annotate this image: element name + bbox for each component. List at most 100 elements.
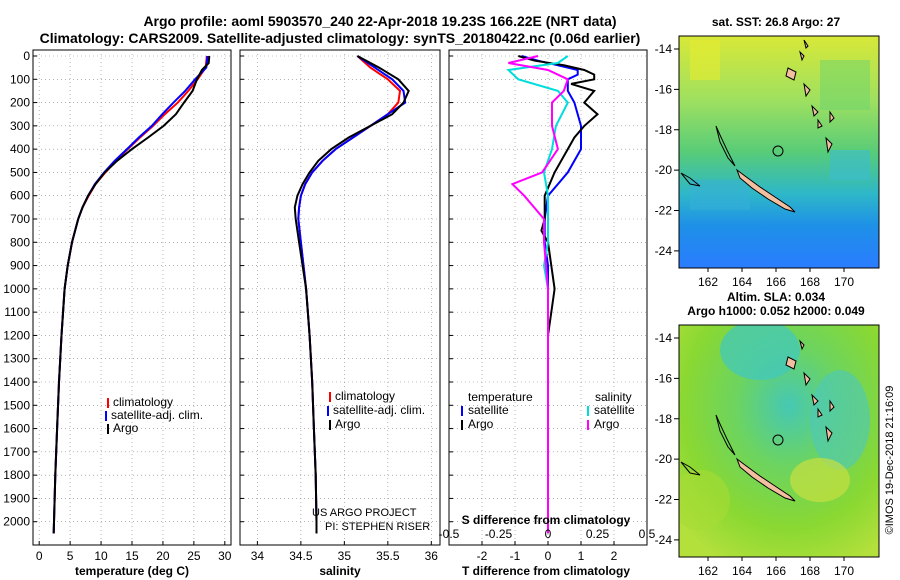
depth-tick-label: 1100 bbox=[4, 305, 30, 319]
depth-tick-label: 1900 bbox=[3, 491, 30, 505]
salinity-panel: 34 34.5 35 35.5 36 salinity climatology sate… bbox=[239, 49, 441, 578]
series-line-climatology bbox=[297, 55, 402, 534]
legend-satellite-label: satellite-adj. clim. bbox=[333, 403, 425, 417]
series-line-t-argo bbox=[518, 55, 600, 534]
x-tick-label: 0 bbox=[545, 549, 552, 563]
lat-tick-label: -14 bbox=[655, 42, 673, 56]
lat-tick-label: -22 bbox=[655, 204, 673, 218]
sst-map: -14 -16 -18 -20 -22 -24 162 164 166 168 170 bbox=[655, 35, 880, 289]
depth-tick-label: 1600 bbox=[3, 422, 30, 436]
sla-map-islands bbox=[680, 339, 835, 502]
lat-tick-label: -16 bbox=[655, 82, 673, 96]
difference-panel: -2 -1 0 1 2 -0.5 -0.25 0 0.25 0.5 T difference f… bbox=[439, 49, 656, 578]
depth-tick-label: 1700 bbox=[3, 445, 30, 459]
lat-tick-label: -20 bbox=[655, 163, 673, 177]
argo-location-marker bbox=[772, 434, 784, 446]
depth-tick-label: 600 bbox=[10, 189, 30, 203]
depth-tick-label: 0 bbox=[23, 49, 30, 63]
lon-tick-label: 168 bbox=[800, 275, 820, 289]
x-tick-label: 20 bbox=[156, 549, 170, 563]
legend-climatology-label: climatology bbox=[113, 395, 173, 409]
x-tick-label: 35 bbox=[338, 549, 352, 563]
depth-tick-label: 100 bbox=[10, 72, 30, 86]
lon-tick-label: 164 bbox=[732, 564, 752, 578]
sla-map-title-2: Argo h1000: 0.052 h2000: 0.049 bbox=[687, 304, 865, 318]
temperature-panel: 0 5 10 15 20 25 30 temperature (deg C) climato… bbox=[32, 49, 232, 578]
sla-map: -14 -16 -18 -20 -22 -24 162 164 166 168 170 bbox=[655, 324, 880, 578]
difference-x-label-top: S difference from climatology bbox=[462, 513, 631, 527]
depth-tick-label: 1800 bbox=[3, 468, 30, 482]
temperature-x-ticks: 0 5 10 15 20 25 30 bbox=[36, 541, 232, 563]
argo-location-marker bbox=[772, 145, 784, 157]
salinity-axes-frame bbox=[239, 49, 441, 546]
salinity-x-ticks: 34 34.5 35 35.5 36 bbox=[251, 541, 439, 563]
x-tick-label: 36 bbox=[425, 549, 439, 563]
legend-climatology-label: climatology bbox=[335, 389, 395, 403]
sla-map-lat-ticks: -14 -16 -18 -20 -22 -24 bbox=[655, 331, 679, 547]
sla-map-lon-ticks: 162 164 166 168 170 bbox=[698, 557, 854, 578]
x-tick-label: 34.5 bbox=[289, 549, 313, 563]
sst-map-title: sat. SST: 26.8 Argo: 27 bbox=[712, 15, 841, 29]
x-tick-top-label: -0.5 bbox=[439, 527, 460, 541]
legend-temperature-title: temperature bbox=[468, 390, 533, 404]
difference-x-ticks: -2 -1 0 1 2 bbox=[477, 541, 618, 563]
difference-lines bbox=[506, 55, 600, 534]
depth-tick-label: 1400 bbox=[3, 375, 30, 389]
temperature-x-label: temperature (deg C) bbox=[75, 564, 189, 578]
x-tick-label: 2 bbox=[611, 549, 618, 563]
difference-x-ticks-top: -0.5 -0.25 0 0.25 0.5 bbox=[439, 527, 656, 541]
depth-tick-label: 1000 bbox=[3, 282, 30, 296]
lon-tick-label: 162 bbox=[698, 564, 718, 578]
lat-tick-label: -24 bbox=[655, 533, 673, 547]
depth-tick-label: 2000 bbox=[3, 515, 30, 529]
lon-tick-label: 170 bbox=[834, 564, 854, 578]
temperature-grid bbox=[33, 50, 231, 545]
lat-tick-label: -18 bbox=[655, 123, 673, 137]
x-tick-label: 34 bbox=[251, 549, 265, 563]
x-tick-top-label: 0.5 bbox=[639, 527, 656, 541]
depth-tick-label: 700 bbox=[10, 212, 30, 226]
x-tick-label: -1 bbox=[510, 549, 521, 563]
lon-tick-label: 170 bbox=[834, 275, 854, 289]
imos-stamp: ©IMOS 19-Dec-2018 21:16:09 bbox=[884, 386, 896, 535]
lat-tick-label: -16 bbox=[655, 371, 673, 385]
temperature-legend: climatology satellite-adj. clim. Argo bbox=[105, 395, 203, 435]
x-tick-label: 15 bbox=[125, 549, 139, 563]
depth-tick-label: 1500 bbox=[3, 398, 30, 412]
depth-tick-label: 200 bbox=[10, 96, 30, 110]
sla-map-patches bbox=[679, 325, 870, 530]
legend-argo-label: Argo bbox=[335, 417, 361, 431]
sst-map-islands bbox=[680, 39, 835, 213]
salinity-legend: climatology satellite-adj. clim. Argo bbox=[327, 389, 425, 431]
legend-argo-label: Argo bbox=[113, 421, 139, 435]
x-tick-top-label: 0.25 bbox=[586, 527, 610, 541]
difference-grid bbox=[449, 50, 647, 545]
lat-tick-label: -14 bbox=[655, 331, 673, 345]
sst-map-patches bbox=[690, 40, 870, 210]
x-tick-label: 0 bbox=[36, 549, 43, 563]
lon-tick-label: 166 bbox=[766, 564, 786, 578]
sla-map-title-1: Altim. SLA: 0.034 bbox=[727, 290, 825, 304]
lon-tick-label: 164 bbox=[732, 275, 752, 289]
series-line-s-satellite bbox=[506, 55, 569, 534]
sst-map-lat-ticks: -14 -16 -18 -20 -22 -24 bbox=[655, 42, 679, 258]
lat-tick-label: -24 bbox=[655, 244, 673, 258]
sst-map-lon-ticks: 162 164 166 168 170 bbox=[698, 268, 854, 289]
x-tick-top-label: 0 bbox=[545, 527, 552, 541]
depth-tick-label: 500 bbox=[10, 165, 30, 179]
lon-tick-label: 168 bbox=[800, 564, 820, 578]
series-line-satellite-adj-clim- bbox=[52, 55, 209, 534]
x-tick-label: 5 bbox=[67, 549, 74, 563]
difference-legend: temperature satellite Argo salinity sate… bbox=[461, 390, 635, 431]
lat-tick-label: -18 bbox=[655, 412, 673, 426]
series-line-climatology bbox=[52, 55, 208, 534]
series-line-argo bbox=[293, 55, 410, 534]
x-tick-label: 30 bbox=[218, 549, 232, 563]
legend-s-satellite-label: satellite bbox=[594, 403, 635, 417]
credit-project: US ARGO PROJECT bbox=[312, 507, 417, 519]
salinity-grid bbox=[240, 50, 440, 545]
credit-pi: PI: STEPHEN RISER bbox=[325, 521, 430, 533]
lat-tick-label: -22 bbox=[655, 493, 673, 507]
lon-tick-label: 166 bbox=[766, 275, 786, 289]
